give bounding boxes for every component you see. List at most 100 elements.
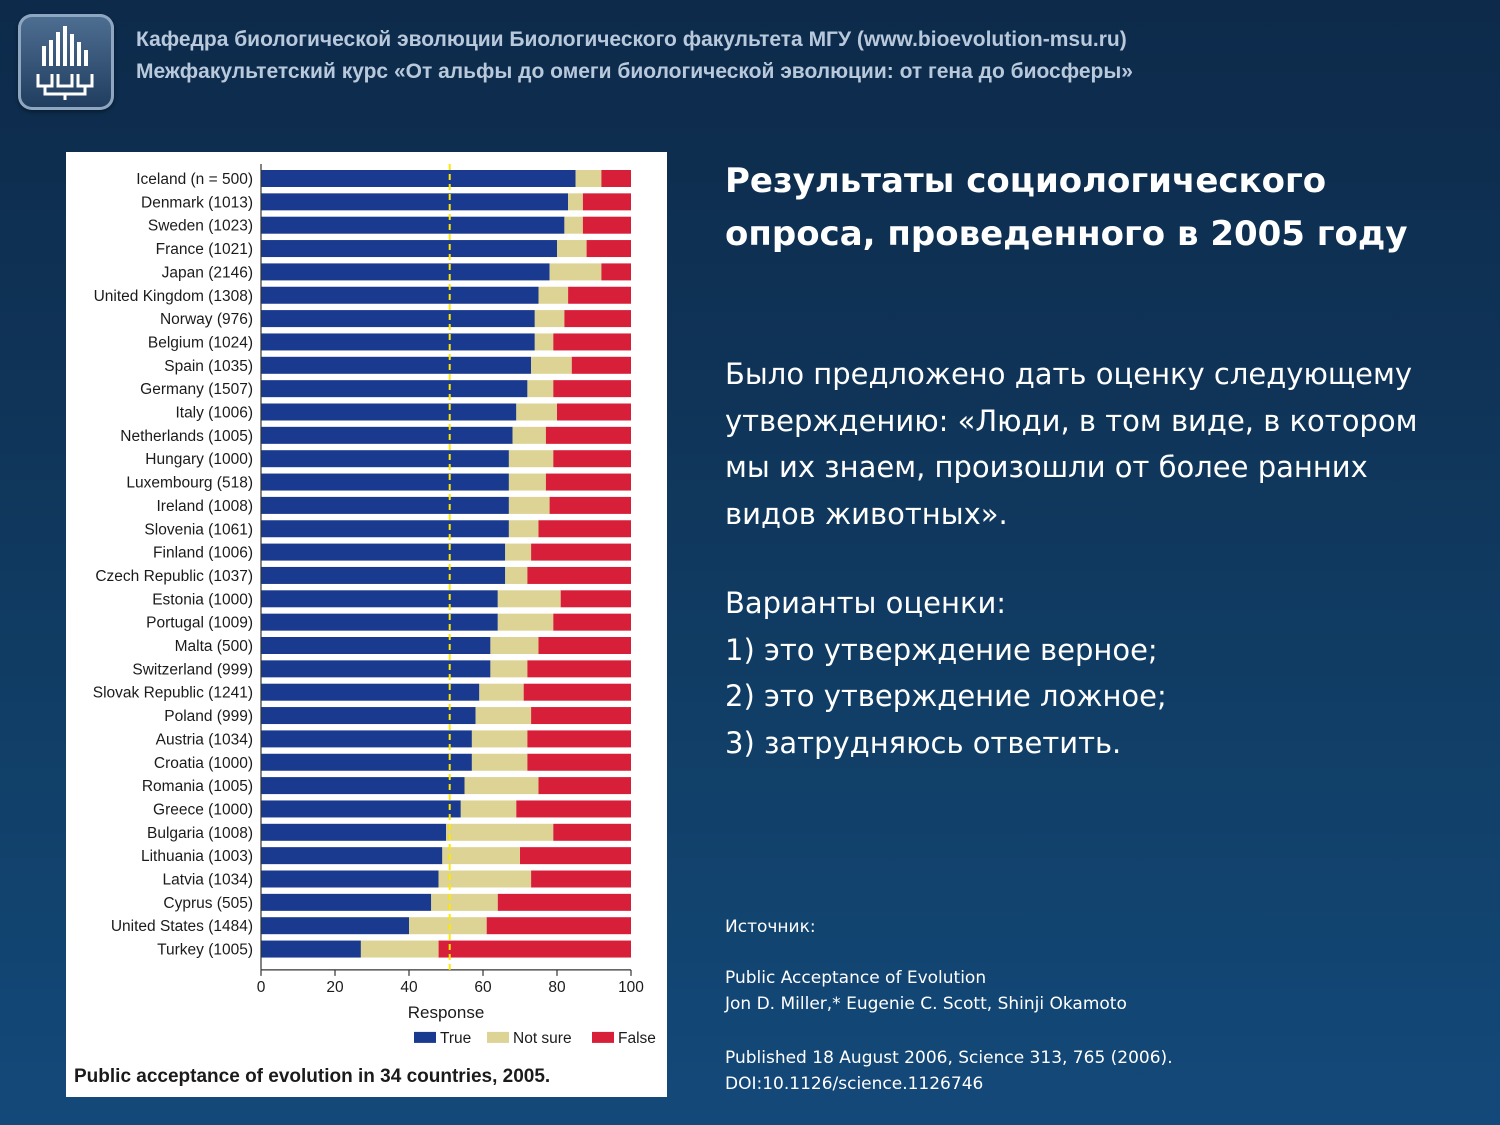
bar-true [261, 333, 535, 351]
bar-not-sure [409, 917, 487, 935]
bar-true [261, 380, 528, 398]
legend-label-false: False [618, 1030, 656, 1047]
bar-not-sure [479, 683, 524, 701]
bar-false [553, 333, 631, 351]
bar-false [601, 263, 631, 281]
bar-false [520, 847, 631, 865]
bar-false [531, 543, 631, 561]
bar-false [538, 520, 631, 538]
bar-true [261, 310, 535, 328]
bar-true [261, 473, 509, 491]
source-authors: Jon D. Miller,* Eugenie C. Scott, Shinji… [725, 994, 1127, 1014]
bar-false [545, 473, 631, 491]
bar-false [538, 637, 631, 654]
bar-false [553, 450, 631, 468]
bar-false [538, 777, 631, 795]
bar-not-sure [505, 543, 532, 561]
bar-true [261, 403, 517, 421]
bar-true [261, 753, 472, 771]
bar-not-sure [549, 263, 602, 281]
bar-not-sure [516, 403, 557, 421]
bar-not-sure [531, 356, 572, 374]
bar-true [261, 543, 506, 561]
bar-not-sure [475, 707, 532, 725]
bar-true [261, 520, 509, 538]
country-label: Romania (1005) [142, 778, 253, 795]
bar-not-sure [471, 753, 528, 771]
chart-panel: Iceland (n = 500) Denmark (1013) Sweden (1… [66, 152, 667, 1097]
x-tick-label: 100 [618, 979, 644, 996]
bar-true [261, 847, 443, 865]
bar-false [527, 730, 631, 748]
bar-false [560, 590, 631, 608]
bar-false [545, 426, 631, 444]
bar-true [261, 730, 472, 748]
source-label: Источник: [725, 917, 816, 937]
bar-true [261, 193, 569, 211]
bar-false [582, 216, 631, 234]
bar-not-sure [564, 216, 583, 234]
bar-true [261, 707, 476, 725]
country-label: Latvia (1034) [163, 872, 253, 889]
bar-false [516, 800, 631, 818]
bar-not-sure [557, 240, 587, 258]
bar-true [261, 216, 565, 234]
country-label: Turkey (1005) [157, 942, 253, 959]
bar-true [261, 170, 576, 187]
bar-false [527, 660, 631, 678]
country-label: United Kingdom (1308) [94, 288, 253, 305]
bar-not-sure [442, 847, 520, 865]
country-label: Sweden (1023) [148, 218, 253, 235]
bar-false [438, 940, 631, 958]
bar-not-sure [505, 566, 528, 584]
country-label: Italy (1006) [175, 405, 253, 422]
source-title: Public Acceptance of Evolution [725, 968, 987, 988]
bar-not-sure [508, 450, 554, 468]
bar-not-sure [508, 473, 546, 491]
source-publication: Published 18 August 2006, Science 313, 7… [725, 1045, 1173, 1097]
x-tick-label: 20 [326, 979, 344, 996]
country-label: Switzerland (999) [132, 661, 253, 678]
bar-false [486, 917, 631, 935]
country-label: Luxembourg (518) [126, 475, 253, 492]
bar-true [261, 496, 509, 514]
country-label: Denmark (1013) [141, 194, 253, 211]
bar-not-sure [534, 333, 554, 351]
bar-false [582, 193, 631, 211]
bar-true [261, 917, 409, 935]
bar-not-sure [464, 777, 539, 795]
bar-true [261, 823, 446, 841]
bar-not-sure [508, 520, 539, 538]
bar-false [553, 823, 631, 841]
x-tick-label: 0 [257, 979, 266, 996]
country-label: Czech Republic (1037) [95, 568, 253, 585]
bar-true [261, 590, 498, 608]
country-label: France (1021) [156, 241, 253, 258]
bar-false [531, 707, 631, 725]
country-label: Ireland (1008) [156, 498, 253, 515]
bar-true [261, 286, 539, 304]
legend-label-not-sure: Not sure [513, 1030, 572, 1047]
option-unsure: 3) затрудняюсь ответить. [725, 725, 1122, 760]
bar-not-sure [471, 730, 528, 748]
bar-true [261, 940, 361, 958]
bar-false [586, 240, 631, 258]
country-label: Spain (1035) [164, 358, 253, 375]
bar-not-sure [538, 286, 569, 304]
legend-swatch-true [414, 1031, 436, 1043]
bar-true [261, 613, 498, 631]
bar-true [261, 777, 465, 795]
bar-not-sure [512, 426, 546, 444]
bar-not-sure [490, 660, 528, 678]
country-label: Greece (1000) [153, 801, 253, 818]
country-label: Finland (1006) [153, 545, 253, 562]
bar-true [261, 637, 491, 654]
tree-logo-icon [36, 26, 94, 100]
country-label: Netherlands (1005) [120, 428, 253, 445]
bar-false [568, 286, 631, 304]
legend-label-true: True [440, 1030, 471, 1047]
bar-true [261, 660, 491, 678]
bar-false [571, 356, 631, 374]
country-label: United States (1484) [111, 918, 253, 935]
option-true: 1) это утверждение верное; [725, 632, 1158, 667]
